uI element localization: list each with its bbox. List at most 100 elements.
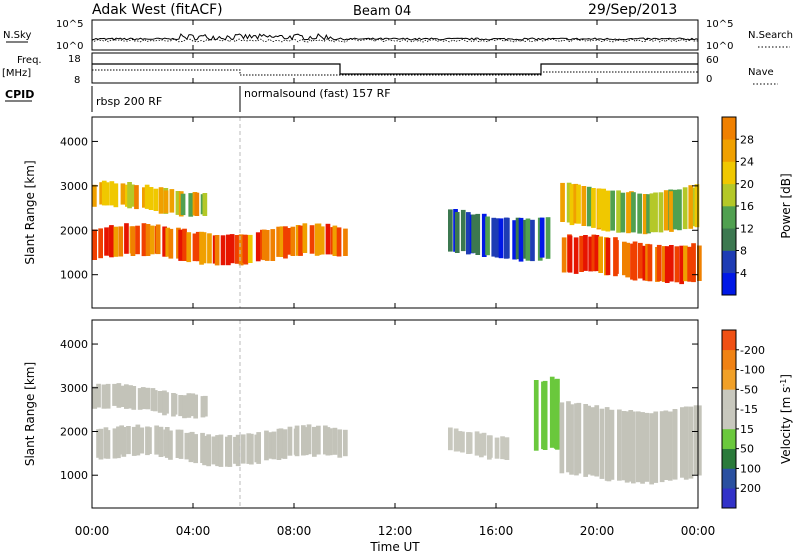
power-cell-band-b	[158, 187, 164, 214]
power-cell-band-b	[144, 184, 150, 209]
power-ytick-label: 1000	[60, 269, 88, 282]
power-cell-band-e	[569, 184, 575, 226]
power-cell-band-a	[165, 227, 171, 257]
velocity-cell-late-ground-scatter	[693, 405, 699, 475]
velocity-cell-upper-ground-scatter	[112, 383, 117, 406]
nsky-noise-trace	[91, 33, 699, 41]
power-cell-band-b	[127, 182, 132, 209]
velocity-ytick-label: 2000	[60, 425, 88, 438]
power-cell-band-e	[597, 188, 602, 228]
power-cell-band-e	[605, 190, 611, 232]
velocity-cell-ground-scatter-band	[282, 429, 288, 459]
freq-panel: Freq. [MHz] 18 8 60 0 Nave	[2, 52, 778, 86]
power-cell-band-d	[579, 235, 584, 272]
velocity-cell-upper-ground-scatter	[186, 393, 192, 418]
power-cell-band-e	[626, 192, 631, 234]
velocity-cell-late-ground-scatter	[569, 404, 574, 475]
power-cell-band-e	[631, 192, 636, 233]
power-cell-band-d	[630, 243, 635, 280]
velocity-cell-ground-scatter-band	[189, 431, 195, 461]
velocity-colorbar-label: -200	[740, 344, 765, 357]
power-cell-band-d	[625, 242, 630, 278]
velocity-cell-green-streak	[533, 380, 539, 451]
velocity-ytick-label: 3000	[60, 382, 88, 395]
power-cell-band-e	[669, 191, 674, 232]
velocity-heatmap	[92, 376, 702, 485]
power-cell-band-b	[188, 193, 194, 217]
velocity-colorbar-segment	[722, 448, 736, 469]
velocity-cell-late-ground-scatter	[644, 412, 650, 482]
velocity-cell-upper-ground-scatter	[137, 388, 143, 410]
velocity-cell-ground-scatter-band	[154, 425, 159, 455]
velocity-colorbar-label: -50	[740, 383, 758, 396]
velocity-cell-ground-scatter-band	[306, 424, 312, 455]
velocity-cell-upper-ground-scatter	[124, 384, 129, 409]
power-cell-band-a	[192, 233, 198, 262]
velocity-cell-ground-scatter-band	[225, 436, 230, 467]
power-cell-band-b	[92, 184, 97, 207]
velocity-cell-late-ground-scatter	[649, 413, 654, 485]
power-colorbar: 4 8 12 16 20 24 28	[721, 116, 754, 296]
nsky-label: N.Sky	[3, 30, 31, 41]
power-cell-band-a	[286, 228, 292, 255]
velocity-cell-ground-scatter-band	[139, 427, 145, 454]
freq-trace	[92, 63, 698, 75]
velocity-cell-ground-scatter-band	[147, 427, 152, 454]
velocity-cell-late-ground-scatter	[606, 409, 612, 482]
velocity-cell-green-streak	[542, 380, 548, 450]
power-cell-band-c	[512, 220, 517, 260]
power-cell-band-c	[481, 213, 487, 257]
power-cell-band-d	[605, 237, 611, 276]
power-cell-band-a	[178, 229, 183, 261]
power-cell-band-d	[622, 241, 627, 276]
velocity-cell-upper-ground-scatter	[182, 395, 187, 419]
velocity-cell-orange-patch	[504, 437, 510, 460]
velocity-cell-late-ground-scatter	[576, 402, 582, 474]
velocity-colorbar-label: 50	[740, 443, 754, 456]
power-cell-band-a	[186, 232, 192, 263]
power-cell-band-d	[669, 245, 674, 282]
velocity-cell-ground-scatter-band	[323, 425, 328, 455]
velocity-cell-upper-ground-scatter	[178, 395, 183, 417]
velocity-cell-upper-ground-scatter	[203, 395, 208, 417]
velocity-cell-ground-scatter-band	[131, 426, 137, 456]
power-ytick-label: 4000	[60, 135, 88, 148]
power-cell-band-e	[642, 194, 648, 235]
power-cell-band-a	[316, 223, 322, 255]
power-cell-band-d	[687, 246, 692, 282]
power-cell-band-a	[135, 225, 140, 255]
velocity-cell-ground-scatter-band	[256, 432, 261, 464]
power-cell-band-b	[142, 187, 147, 208]
velocity-colorbar-segment	[722, 389, 736, 410]
velocity-cell-late-ground-scatter	[566, 401, 571, 473]
nsky-left-tick-top: 10^5	[56, 19, 83, 30]
power-cell-band-b	[194, 192, 200, 216]
power-cell-band-a	[238, 234, 244, 266]
power-cell-band-a	[336, 227, 342, 257]
velocity-cell-ground-scatter-band	[246, 433, 252, 464]
time-tick-label: 20:00	[580, 524, 615, 538]
power-cell-band-b	[113, 183, 119, 208]
power-cell-band-a	[168, 228, 174, 259]
power-cell-band-a	[234, 235, 240, 264]
velocity-cell-late-ground-scatter	[697, 405, 702, 476]
velocity-cell-ground-scatter-band	[164, 427, 170, 458]
velocity-cell-late-ground-scatter	[683, 406, 689, 480]
power-y-axis-label: Slant Range [km]	[23, 160, 37, 264]
velocity-cell-late-ground-scatter	[680, 407, 685, 478]
velocity-cell-ground-scatter-band	[264, 430, 269, 461]
velocity-cell-ground-scatter-band	[135, 424, 141, 456]
velocity-cell-ground-scatter-band	[316, 425, 321, 455]
power-cell-band-b	[99, 182, 104, 205]
velocity-cell-upper-ground-scatter	[140, 387, 146, 410]
velocity-y-axis-label: Slant Range [km]	[23, 362, 37, 466]
velocity-cell-ground-scatter-band	[325, 427, 331, 456]
nsky-panel: N.Sky 10^5 10^0 10^5 10^0 N.Search	[3, 19, 793, 52]
power-cell-band-e	[566, 182, 572, 223]
power-cell-band-d	[573, 237, 579, 274]
velocity-cell-ground-scatter-band	[303, 427, 309, 456]
velocity-cell-green-streak	[549, 376, 555, 448]
power-colorbar-label: 8	[740, 245, 747, 258]
power-colorbar-segment	[722, 117, 736, 140]
power-cell-band-e	[576, 184, 581, 224]
